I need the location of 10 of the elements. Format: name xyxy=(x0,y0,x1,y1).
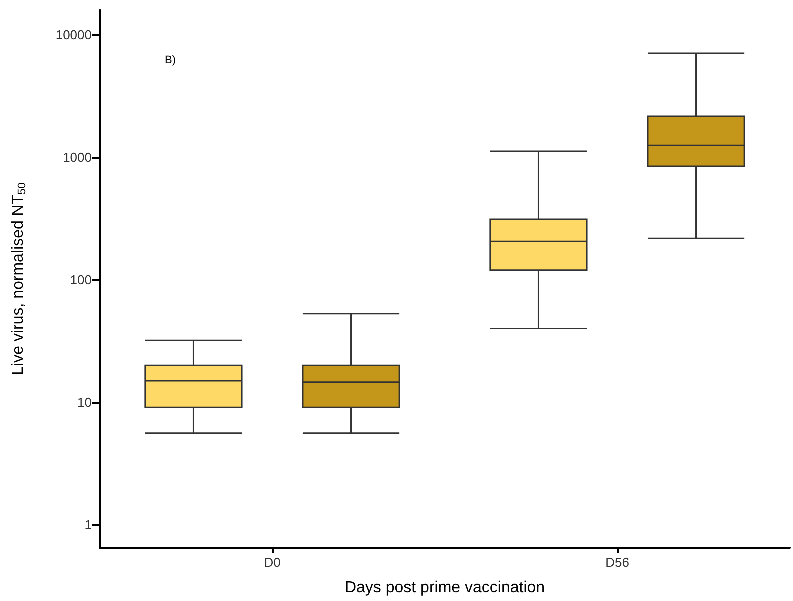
y-tick-label: 1000 xyxy=(63,150,92,166)
y-axis-title: Live virus, normalised NT50 xyxy=(10,182,28,376)
y-tick-label: 1 xyxy=(84,518,92,533)
y-tick-label: 100 xyxy=(70,272,92,288)
x-axis-title: Days post prime vaccination xyxy=(344,580,546,596)
x-tick-label: D56 xyxy=(606,555,630,570)
y-tick-label: 10 xyxy=(78,395,92,410)
y-tick-label: 10000 xyxy=(56,28,92,43)
x-tick-label: D0 xyxy=(264,555,281,570)
annotation: B) xyxy=(165,54,176,66)
